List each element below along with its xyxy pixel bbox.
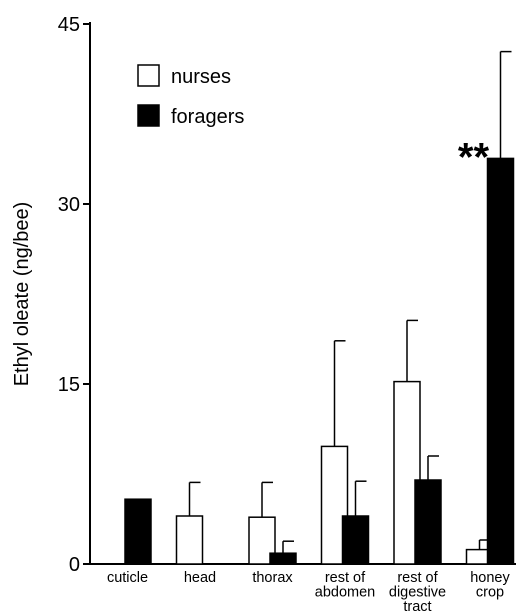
bar-nurses (175, 515, 204, 565)
y-tick-label: 15 (58, 374, 80, 396)
x-category-label: rest of (325, 570, 366, 586)
legend-swatch-foragers (137, 104, 160, 127)
bar-foragers (414, 479, 442, 565)
x-category-label: abdomen (315, 585, 375, 601)
legend-label-foragers: foragers (171, 106, 244, 128)
legend-swatch-nurses (137, 64, 160, 87)
y-axis-label: Ethyl oleate (ng/bee) (11, 202, 33, 387)
legend-label-nurses: nurses (171, 66, 231, 88)
y-tick-label: 0 (69, 554, 80, 576)
x-category-label: head (184, 570, 216, 586)
bar-foragers (124, 498, 152, 565)
x-category-label: digestive (389, 585, 446, 601)
bar-foragers (269, 552, 297, 565)
y-tick-label: 45 (58, 14, 80, 36)
significance-annotation: ** (458, 135, 490, 179)
x-category-label: cuticle (107, 570, 148, 586)
bar-foragers (341, 515, 370, 565)
x-category-label: rest of (397, 570, 438, 586)
x-category-label: tract (403, 599, 431, 614)
y-tick-label: 30 (58, 194, 80, 216)
x-category-label: thorax (252, 570, 293, 586)
bar-foragers (486, 157, 515, 565)
x-category-label: crop (476, 585, 504, 601)
x-category-label: honey (470, 570, 510, 586)
